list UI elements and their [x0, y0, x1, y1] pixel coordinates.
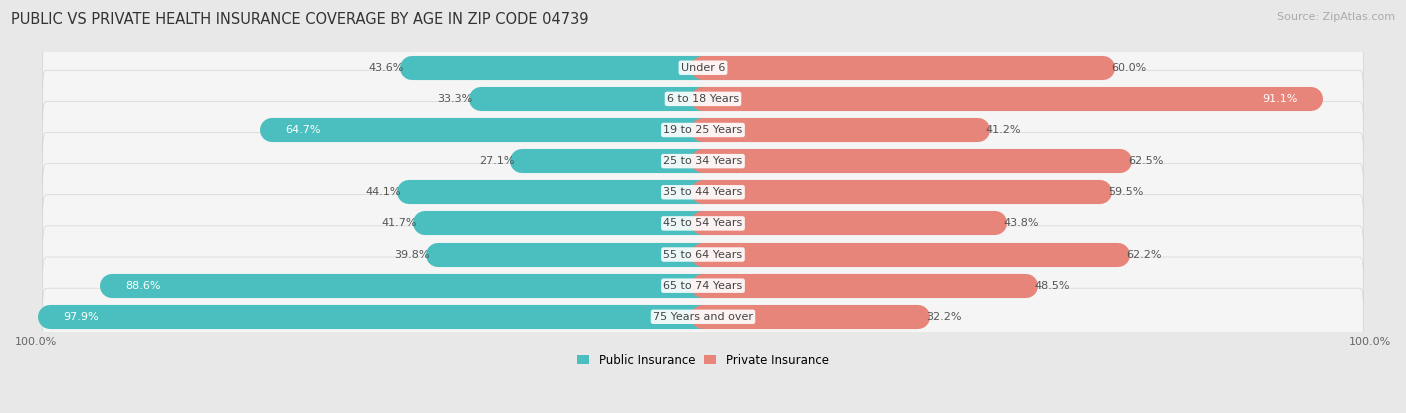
Text: 27.1%: 27.1% [479, 156, 515, 166]
Bar [703, 58, 1104, 77]
Text: 62.5%: 62.5% [1128, 156, 1163, 166]
Text: 39.8%: 39.8% [394, 249, 430, 259]
FancyBboxPatch shape [42, 288, 1364, 345]
Text: 41.7%: 41.7% [381, 218, 418, 228]
Text: 75 Years and over: 75 Years and over [652, 312, 754, 322]
Bar [437, 245, 703, 264]
Bar [409, 183, 703, 202]
Text: 35 to 44 Years: 35 to 44 Years [664, 187, 742, 197]
Bar [112, 276, 703, 295]
Text: 19 to 25 Years: 19 to 25 Years [664, 125, 742, 135]
Text: 55 to 64 Years: 55 to 64 Years [664, 249, 742, 259]
Text: 60.0%: 60.0% [1111, 63, 1146, 73]
FancyBboxPatch shape [42, 164, 1364, 221]
Text: 97.9%: 97.9% [63, 312, 98, 322]
Bar [703, 120, 977, 140]
Bar [412, 58, 703, 77]
Text: 64.7%: 64.7% [285, 125, 321, 135]
Bar [703, 276, 1026, 295]
Text: 48.5%: 48.5% [1035, 281, 1070, 291]
Text: 43.6%: 43.6% [368, 63, 405, 73]
Text: 43.8%: 43.8% [1002, 218, 1039, 228]
Bar [703, 183, 1099, 202]
Text: Under 6: Under 6 [681, 63, 725, 73]
Legend: Public Insurance, Private Insurance: Public Insurance, Private Insurance [572, 349, 834, 371]
FancyBboxPatch shape [42, 70, 1364, 128]
Text: 62.2%: 62.2% [1126, 249, 1161, 259]
Bar [522, 152, 703, 171]
FancyBboxPatch shape [42, 101, 1364, 159]
FancyBboxPatch shape [42, 133, 1364, 190]
Bar [271, 120, 703, 140]
Bar [703, 152, 1119, 171]
Text: 65 to 74 Years: 65 to 74 Years [664, 281, 742, 291]
Text: 25 to 34 Years: 25 to 34 Years [664, 156, 742, 166]
FancyBboxPatch shape [42, 257, 1364, 314]
Bar [425, 214, 703, 233]
Bar [51, 307, 703, 326]
FancyBboxPatch shape [42, 195, 1364, 252]
Text: 44.1%: 44.1% [366, 187, 401, 197]
Bar [703, 214, 995, 233]
FancyBboxPatch shape [42, 226, 1364, 283]
Text: 88.6%: 88.6% [125, 281, 160, 291]
Bar [481, 89, 703, 109]
Text: Source: ZipAtlas.com: Source: ZipAtlas.com [1277, 12, 1395, 22]
Text: 33.3%: 33.3% [437, 94, 472, 104]
Bar [703, 245, 1118, 264]
Text: 59.5%: 59.5% [1108, 187, 1143, 197]
Text: 41.2%: 41.2% [986, 125, 1021, 135]
Text: 45 to 54 Years: 45 to 54 Years [664, 218, 742, 228]
Text: 32.2%: 32.2% [925, 312, 962, 322]
Bar [703, 89, 1310, 109]
Text: PUBLIC VS PRIVATE HEALTH INSURANCE COVERAGE BY AGE IN ZIP CODE 04739: PUBLIC VS PRIVATE HEALTH INSURANCE COVER… [11, 12, 589, 27]
Bar [703, 307, 918, 326]
FancyBboxPatch shape [42, 39, 1364, 96]
Text: 6 to 18 Years: 6 to 18 Years [666, 94, 740, 104]
Text: 91.1%: 91.1% [1261, 94, 1298, 104]
